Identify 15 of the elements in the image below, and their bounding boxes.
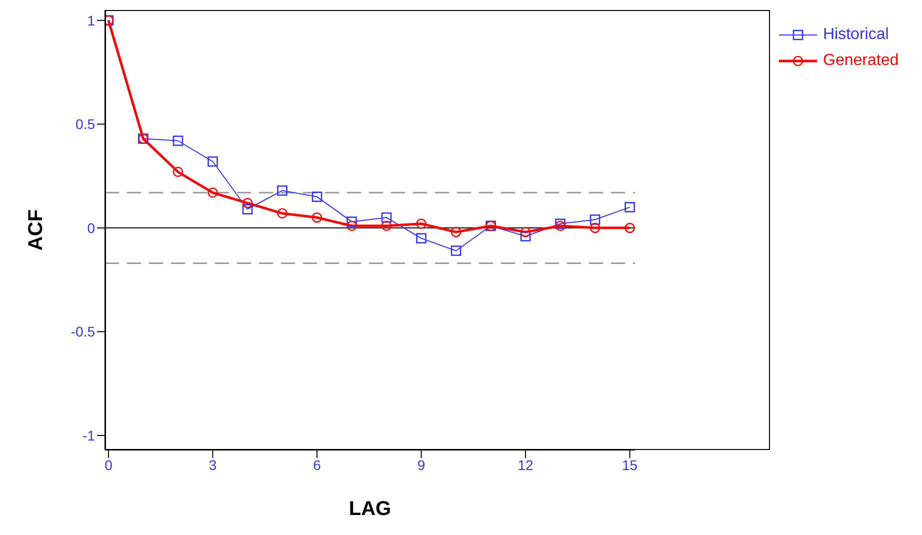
y-tick-label: 0 bbox=[87, 220, 96, 236]
x-tick-label: 6 bbox=[313, 456, 322, 473]
y-axis-title: ACF bbox=[25, 209, 48, 251]
y-tick-label: 1 bbox=[87, 12, 96, 28]
y-tick-label: -1 bbox=[82, 427, 96, 444]
y-tick-label: -0.5 bbox=[70, 324, 96, 340]
x-tick-label: 12 bbox=[518, 456, 534, 473]
x-tick-label: 15 bbox=[622, 456, 638, 473]
y-tick-label: 0.5 bbox=[76, 116, 96, 132]
x-tick-label: 9 bbox=[417, 456, 426, 473]
x-tick-label: 3 bbox=[208, 456, 217, 473]
legend-label: Generated bbox=[823, 52, 899, 70]
x-tick-label: 0 bbox=[104, 456, 113, 473]
x-axis-title: LAG bbox=[348, 498, 392, 520]
legend-label: Historical bbox=[823, 26, 889, 44]
